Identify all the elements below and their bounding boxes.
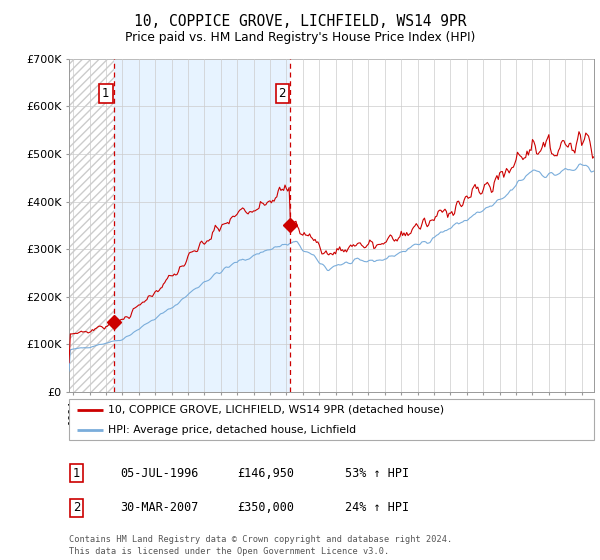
- Text: HPI: Average price, detached house, Lichfield: HPI: Average price, detached house, Lich…: [109, 425, 356, 435]
- Text: 30-MAR-2007: 30-MAR-2007: [120, 501, 199, 515]
- Text: 2: 2: [278, 87, 286, 100]
- Text: £146,950: £146,950: [237, 466, 294, 480]
- Bar: [114, 59, 290, 392]
- Text: £350,000: £350,000: [237, 501, 294, 515]
- Text: 2: 2: [73, 501, 80, 515]
- Text: 1: 1: [73, 466, 80, 480]
- Bar: [69, 59, 114, 392]
- Text: 53% ↑ HPI: 53% ↑ HPI: [345, 466, 409, 480]
- Text: 10, COPPICE GROVE, LICHFIELD, WS14 9PR: 10, COPPICE GROVE, LICHFIELD, WS14 9PR: [134, 14, 466, 29]
- Text: Price paid vs. HM Land Registry's House Price Index (HPI): Price paid vs. HM Land Registry's House …: [125, 31, 475, 44]
- Text: 10, COPPICE GROVE, LICHFIELD, WS14 9PR (detached house): 10, COPPICE GROVE, LICHFIELD, WS14 9PR (…: [109, 405, 445, 415]
- Text: 24% ↑ HPI: 24% ↑ HPI: [345, 501, 409, 515]
- Text: 1: 1: [102, 87, 110, 100]
- Text: 05-JUL-1996: 05-JUL-1996: [120, 466, 199, 480]
- Text: Contains HM Land Registry data © Crown copyright and database right 2024.
This d: Contains HM Land Registry data © Crown c…: [69, 535, 452, 556]
